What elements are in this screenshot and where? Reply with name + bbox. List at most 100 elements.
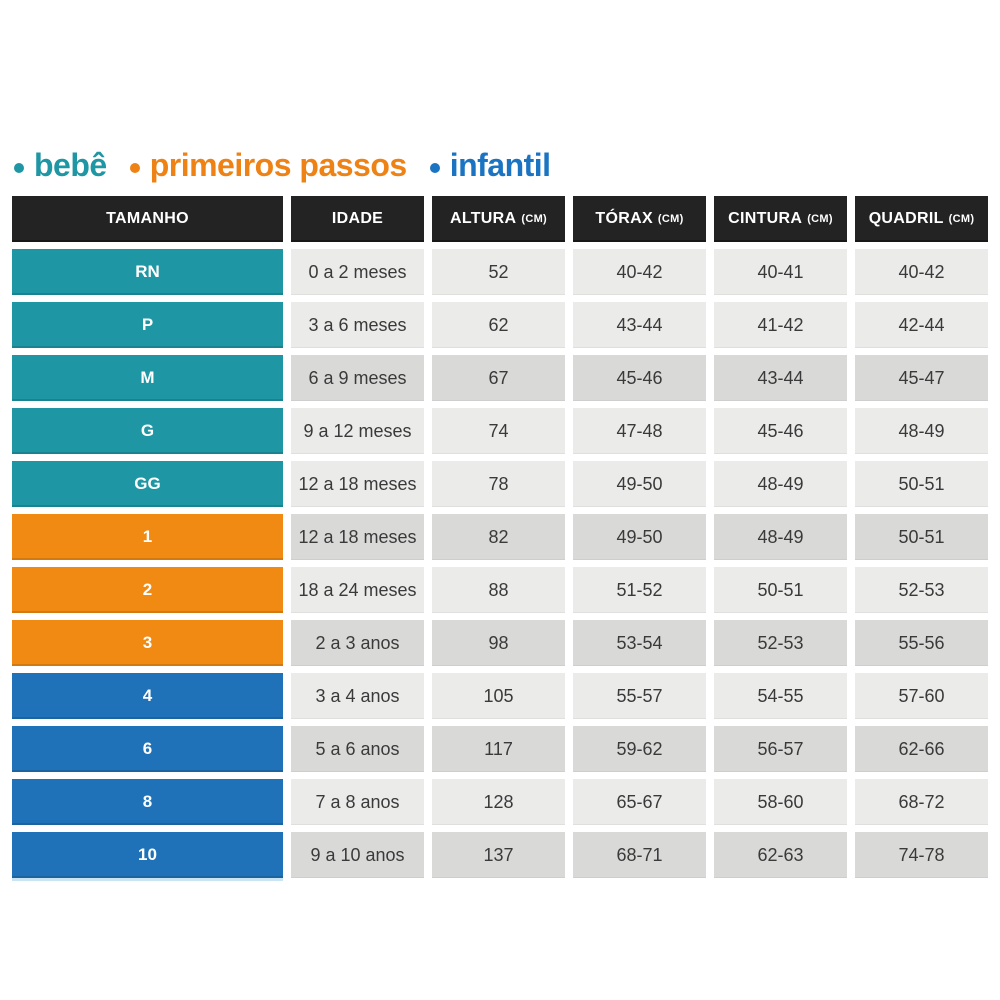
table-row: RN 0 a 2 meses 52 40-42 40-41 40-42	[12, 249, 988, 296]
torax-cell: 51-52	[573, 567, 706, 614]
idade-cell: 7 a 8 anos	[291, 779, 424, 826]
column-header-unit: (CM)	[807, 213, 833, 226]
table-body: RN 0 a 2 meses 52 40-42 40-41 40-42 P 3 a 6 mes…	[12, 249, 988, 879]
idade-cell: 9 a 12 meses	[291, 408, 424, 455]
quadril-cell: 52-53	[855, 567, 988, 614]
cintura-cell: 58-60	[714, 779, 847, 826]
bullet-icon	[429, 162, 440, 173]
idade-cell: 12 a 18 meses	[291, 514, 424, 561]
legend: bebê primeiros passos infantil	[14, 147, 988, 183]
idade-cell: 12 a 18 meses	[291, 461, 424, 508]
quadril-cell: 62-66	[855, 726, 988, 773]
column-header-label: QUADRIL	[868, 210, 944, 228]
column-header-idade: IDADE	[291, 196, 424, 243]
column-header-unit: (CM)	[521, 213, 548, 226]
column-header-unit: (CM)	[948, 213, 975, 226]
altura-cell: 128	[432, 779, 565, 826]
torax-cell: 45-46	[573, 355, 706, 402]
size-cell: G	[12, 408, 283, 455]
altura-cell: 78	[432, 461, 565, 508]
altura-cell: 137	[432, 832, 565, 879]
table-row: 1 12 a 18 meses 82 49-50 48-49 50-51	[12, 514, 988, 561]
torax-cell: 40-42	[573, 249, 706, 296]
cintura-cell: 48-49	[714, 461, 847, 508]
idade-cell: 3 a 6 meses	[291, 302, 424, 349]
cintura-cell: 43-44	[714, 355, 847, 402]
idade-cell: 3 a 4 anos	[291, 673, 424, 720]
table-row: GG 12 a 18 meses 78 49-50 48-49 50-51	[12, 461, 988, 508]
cintura-cell: 45-46	[714, 408, 847, 455]
size-cell: 3	[12, 620, 283, 667]
column-header-tamanho: TAMANHO	[12, 196, 283, 243]
size-cell: 8	[12, 779, 283, 826]
quadril-cell: 68-72	[855, 779, 988, 826]
size-guide: bebê primeiros passos infantil TAMANHO I…	[12, 147, 988, 879]
idade-cell: 0 a 2 meses	[291, 249, 424, 296]
quadril-cell: 42-44	[855, 302, 988, 349]
cintura-cell: 41-42	[714, 302, 847, 349]
idade-cell: 9 a 10 anos	[291, 832, 424, 879]
idade-cell: 6 a 9 meses	[291, 355, 424, 402]
size-cell: 10	[12, 832, 283, 879]
altura-cell: 62	[432, 302, 565, 349]
quadril-cell: 45-47	[855, 355, 988, 402]
size-cell: GG	[12, 461, 283, 508]
altura-cell: 117	[432, 726, 565, 773]
column-header-cintura: CINTURA (CM)	[714, 196, 847, 243]
torax-cell: 47-48	[573, 408, 706, 455]
idade-cell: 5 a 6 anos	[291, 726, 424, 773]
size-cell: 4	[12, 673, 283, 720]
size-cell: 2	[12, 567, 283, 614]
size-cell: P	[12, 302, 283, 349]
size-cell: RN	[12, 249, 283, 296]
size-cell: 6	[12, 726, 283, 773]
cintura-cell: 54-55	[714, 673, 847, 720]
column-header-label: CINTURA	[728, 210, 803, 228]
table-header-row: TAMANHO IDADE ALTURA (CM) TÓRAX (CM) CIN…	[12, 196, 988, 243]
column-header-quadril: QUADRIL (CM)	[855, 196, 988, 243]
torax-cell: 49-50	[573, 461, 706, 508]
size-table: TAMANHO IDADE ALTURA (CM) TÓRAX (CM) CIN…	[12, 196, 988, 879]
cintura-cell: 56-57	[714, 726, 847, 773]
size-cell: M	[12, 355, 283, 402]
size-cell: 1	[12, 514, 283, 561]
torax-cell: 65-67	[573, 779, 706, 826]
table-row: 2 18 a 24 meses 88 51-52 50-51 52-53	[12, 567, 988, 614]
quadril-cell: 50-51	[855, 461, 988, 508]
quadril-cell: 74-78	[855, 832, 988, 879]
torax-cell: 68-71	[573, 832, 706, 879]
legend-label: bebê	[34, 147, 107, 183]
torax-cell: 53-54	[573, 620, 706, 667]
legend-label: primeiros passos	[149, 147, 408, 183]
cintura-cell: 48-49	[714, 514, 847, 561]
bullet-icon	[14, 162, 24, 173]
torax-cell: 59-62	[573, 726, 706, 773]
quadril-cell: 50-51	[855, 514, 988, 561]
table-row: 10 9 a 10 anos 137 68-71 62-63 74-78	[12, 832, 988, 879]
altura-cell: 105	[432, 673, 565, 720]
cintura-cell: 62-63	[714, 832, 847, 879]
altura-cell: 74	[432, 408, 565, 455]
quadril-cell: 40-42	[855, 249, 988, 296]
column-header-altura: ALTURA (CM)	[432, 196, 565, 243]
cintura-cell: 52-53	[714, 620, 847, 667]
legend-item-infantil: infantil	[429, 147, 551, 183]
column-header-unit: (CM)	[657, 213, 684, 226]
cintura-cell: 50-51	[714, 567, 847, 614]
altura-cell: 67	[432, 355, 565, 402]
cintura-cell: 40-41	[714, 249, 847, 296]
column-header-label: IDADE	[331, 210, 384, 228]
quadril-cell: 57-60	[855, 673, 988, 720]
legend-label: infantil	[449, 147, 551, 183]
quadril-cell: 48-49	[855, 408, 988, 455]
idade-cell: 2 a 3 anos	[291, 620, 424, 667]
altura-cell: 88	[432, 567, 565, 614]
torax-cell: 49-50	[573, 514, 706, 561]
legend-item-bebe: bebê	[14, 147, 107, 183]
column-header-label: TAMANHO	[106, 210, 189, 228]
torax-cell: 55-57	[573, 673, 706, 720]
